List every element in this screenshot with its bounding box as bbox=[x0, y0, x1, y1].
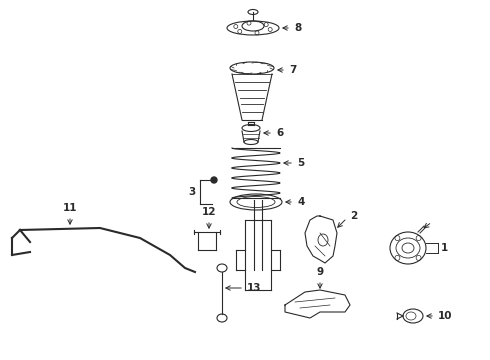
Text: 10: 10 bbox=[438, 311, 452, 321]
Text: 3: 3 bbox=[189, 187, 196, 197]
Text: 5: 5 bbox=[297, 158, 304, 168]
Text: 6: 6 bbox=[276, 128, 283, 138]
Text: 13: 13 bbox=[247, 283, 262, 293]
Text: 4: 4 bbox=[297, 197, 304, 207]
Text: 9: 9 bbox=[317, 267, 323, 277]
Circle shape bbox=[211, 177, 217, 183]
Text: 2: 2 bbox=[350, 211, 357, 221]
Text: 8: 8 bbox=[294, 23, 301, 33]
Text: 12: 12 bbox=[202, 207, 216, 217]
Text: 7: 7 bbox=[289, 65, 296, 75]
Text: 1: 1 bbox=[441, 243, 448, 253]
Text: 11: 11 bbox=[63, 203, 77, 213]
